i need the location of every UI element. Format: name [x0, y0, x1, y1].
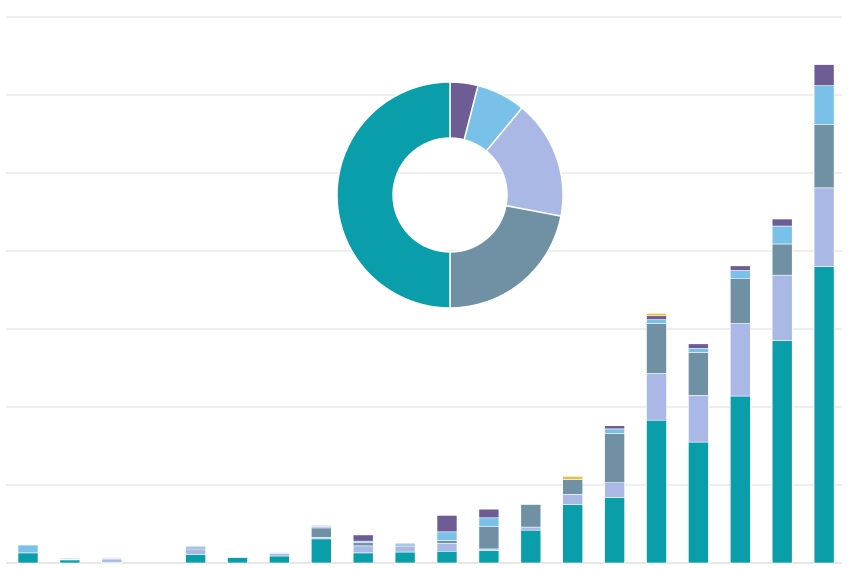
- bar-segment: [688, 348, 709, 353]
- bar-stack: [520, 504, 542, 564]
- bar-segment: [771, 243, 793, 276]
- bar-stack: [17, 544, 39, 564]
- bar-segment: [352, 545, 374, 554]
- bar-segment: [604, 428, 625, 434]
- bar-segment: [352, 534, 374, 542]
- bar-segment: [436, 550, 458, 564]
- bar-stack: [269, 551, 290, 564]
- bar-segment: [729, 395, 751, 564]
- bar-stack: [310, 525, 332, 564]
- bar-segment: [646, 323, 667, 374]
- bar-stack: [185, 545, 206, 564]
- bar-segment: [771, 225, 793, 245]
- bar-segment: [269, 551, 290, 554]
- bar-segment: [59, 558, 81, 560]
- bar-segment: [520, 529, 542, 564]
- bar-segment: [729, 323, 751, 397]
- bar-stack: [646, 313, 667, 564]
- bar-segment: [227, 557, 248, 564]
- bar-segment: [813, 64, 835, 86]
- bar-segment: [688, 394, 709, 443]
- bar-segment: [59, 559, 81, 564]
- bar-segment: [646, 315, 667, 320]
- donut-chart: [336, 81, 564, 309]
- bar-segment: [604, 482, 625, 498]
- bar-stack: [59, 558, 81, 564]
- bar-segment: [813, 85, 835, 125]
- bar-stack: [227, 557, 248, 564]
- bar-segment: [604, 425, 625, 430]
- bar-segment: [436, 540, 458, 544]
- bar-segment: [478, 508, 500, 519]
- bar-segment: [436, 515, 458, 533]
- bar-segment: [185, 549, 206, 555]
- bar-segment: [729, 265, 751, 271]
- bar-segment: [771, 274, 793, 341]
- bar-segment: [562, 494, 584, 505]
- bar-segment: [101, 558, 123, 563]
- bar-segment: [436, 543, 458, 552]
- bar-segment: [604, 433, 625, 483]
- donut-slice: [449, 204, 562, 309]
- bar-segment: [646, 373, 667, 421]
- bar-segment: [646, 313, 667, 317]
- bar-segment: [185, 554, 206, 564]
- bar-segment: [269, 555, 290, 564]
- bar-segment: [478, 550, 500, 564]
- bar-segment: [310, 525, 332, 527]
- bar-segment: [562, 504, 584, 564]
- bar-segment: [185, 545, 206, 547]
- bar-segment: [352, 542, 374, 547]
- bar-segment: [729, 277, 751, 324]
- bar-segment: [520, 526, 542, 531]
- bar-segment: [352, 552, 374, 564]
- bar-stack: [688, 343, 709, 564]
- bar-stacks: [17, 64, 835, 564]
- bar-stack: [101, 557, 123, 564]
- bar-segment: [394, 542, 416, 544]
- bar-stack: [813, 64, 835, 564]
- bar-stack: [771, 218, 793, 564]
- bar-segment: [688, 343, 709, 349]
- bar-segment: [17, 552, 39, 564]
- bar-segment: [394, 546, 416, 553]
- bar-segment: [813, 266, 835, 564]
- bar-stack: [352, 534, 374, 564]
- bar-segment: [562, 476, 584, 480]
- bar-segment: [813, 187, 835, 267]
- bar-segment: [394, 551, 416, 564]
- bar-segment: [688, 352, 709, 396]
- bar-segment: [729, 270, 751, 279]
- bar-segment: [771, 340, 793, 564]
- bar-segment: [478, 517, 500, 527]
- bar-segment: [771, 218, 793, 227]
- bar-stack: [436, 515, 458, 564]
- bar-stack: [478, 508, 500, 564]
- bar-segment: [436, 531, 458, 541]
- bar-stack: [394, 542, 416, 564]
- bar-segment: [604, 497, 625, 564]
- bar-segment: [17, 544, 39, 554]
- bar-segment: [310, 527, 332, 538]
- bar-segment: [310, 538, 332, 564]
- bar-segment: [478, 526, 500, 550]
- bar-segment: [520, 504, 542, 528]
- bar-segment: [688, 441, 709, 564]
- bar-segment: [269, 553, 290, 557]
- bar-stack: [604, 425, 625, 564]
- bar-segment: [562, 479, 584, 495]
- bar-segment: [101, 557, 123, 559]
- bar-stack: [562, 476, 584, 564]
- bar-stack: [729, 265, 751, 564]
- bar-segment: [646, 319, 667, 324]
- bar-segment: [646, 419, 667, 564]
- bar-segment: [813, 124, 835, 189]
- donut-slice: [336, 81, 451, 309]
